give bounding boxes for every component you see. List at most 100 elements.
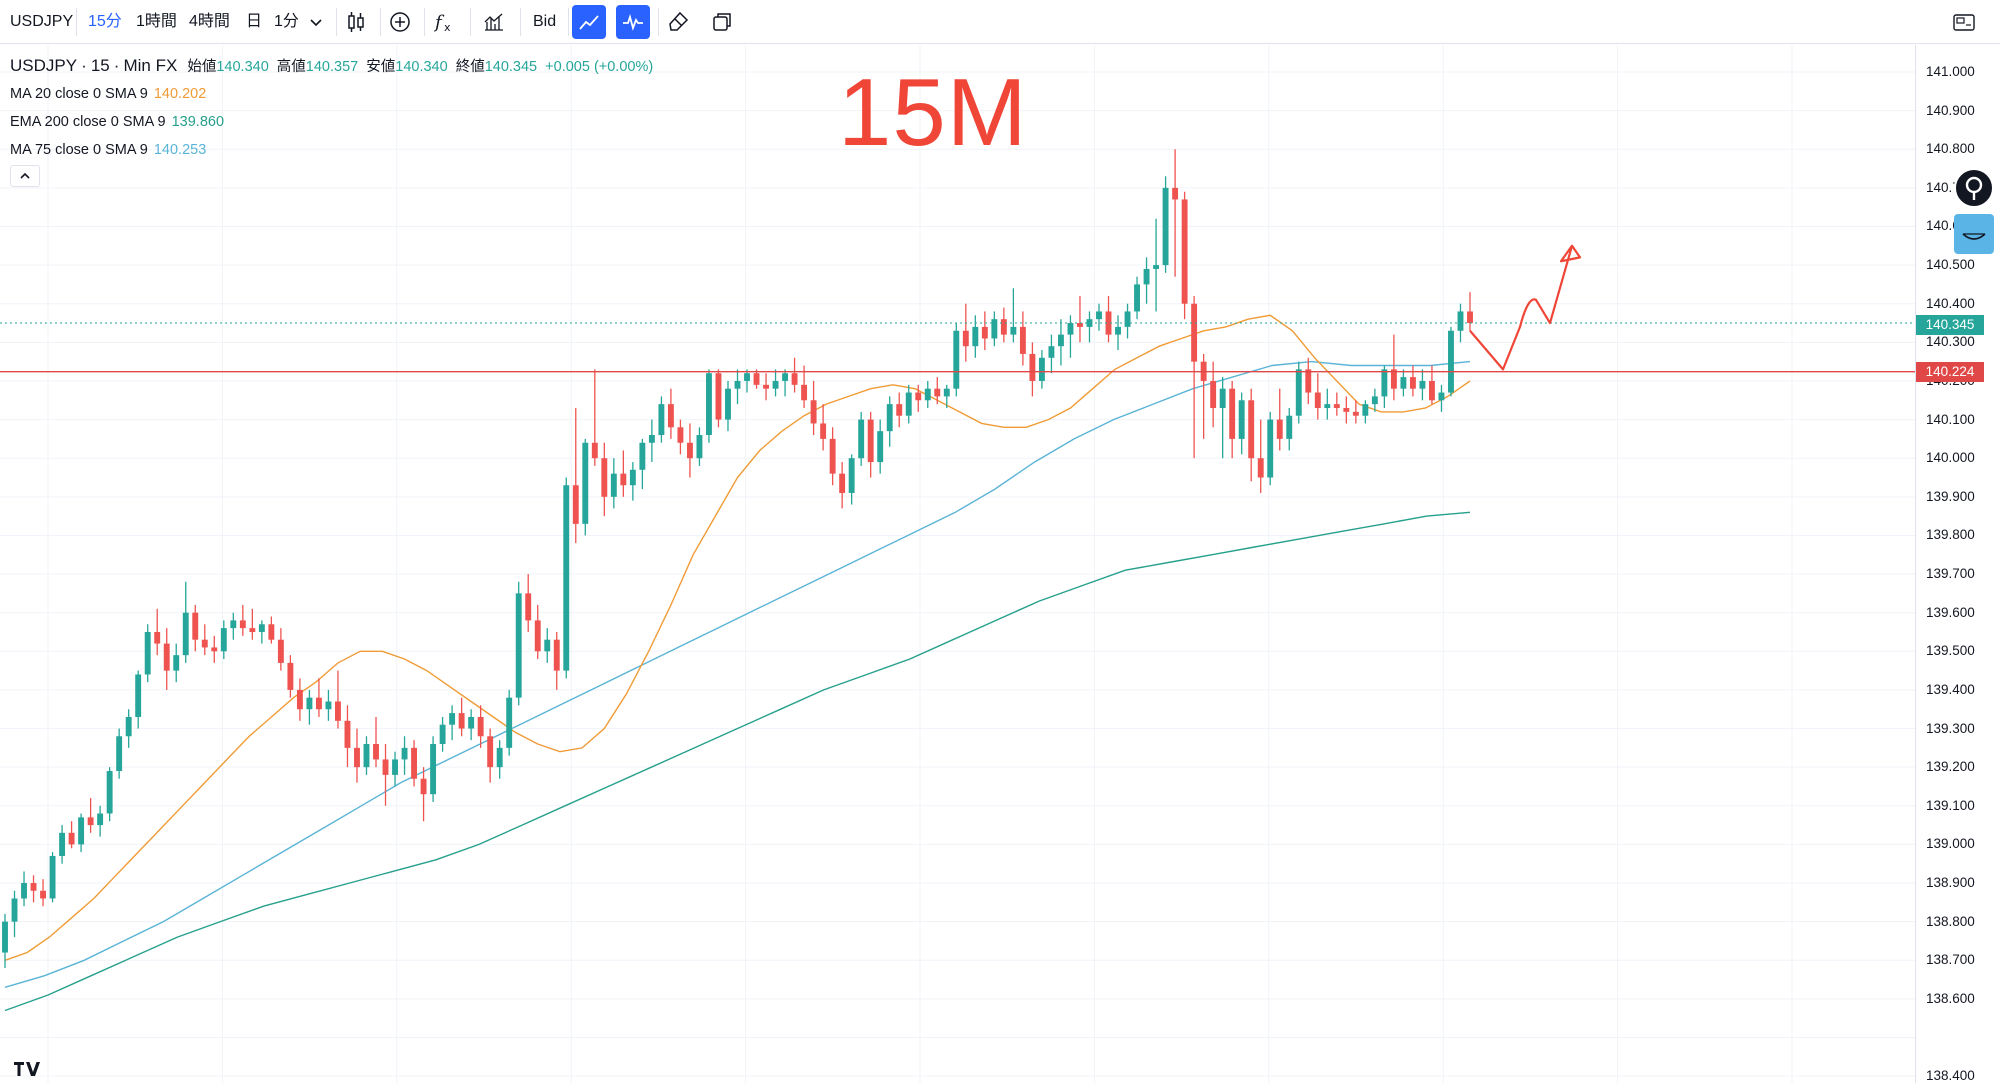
- candle-body-up: [629, 469, 636, 486]
- interval-day-button[interactable]: 日: [246, 13, 263, 30]
- price-tick-label: 138.900: [1926, 875, 1975, 891]
- candle-body-down: [753, 373, 760, 385]
- legend-timeframe: 15: [90, 56, 110, 75]
- price-tick-label: 139.000: [1926, 836, 1975, 852]
- legend-collapse-button[interactable]: [10, 165, 40, 187]
- candle-body-down: [1191, 303, 1198, 362]
- candle-style-icon[interactable]: [344, 10, 368, 34]
- legend-high-label: 高値: [276, 59, 306, 75]
- line-chart-toggle-button[interactable]: [572, 5, 606, 39]
- candle-body-down: [1029, 353, 1036, 381]
- candle-body-down: [553, 639, 560, 671]
- candle-body-down: [801, 384, 808, 401]
- interval-4h-button[interactable]: 4時間: [189, 13, 230, 30]
- candle-body-up: [1400, 377, 1407, 389]
- candle-body-up: [582, 442, 589, 524]
- candle-body-down: [154, 631, 161, 644]
- candle-body-up: [506, 697, 513, 748]
- legend-ema200[interactable]: EMA 200 close 0 SMA 9 139.860: [10, 108, 653, 136]
- candle-body-down: [934, 388, 941, 397]
- candles-group: [2, 149, 1473, 968]
- candle-body-up: [858, 419, 865, 459]
- price-tick-label: 140.800: [1926, 141, 1975, 157]
- candle-body-up: [125, 716, 132, 737]
- candle-body-down: [249, 628, 256, 632]
- candle-body-down: [1333, 404, 1340, 408]
- candle-body-up: [11, 898, 18, 922]
- legend-dot: ·: [81, 56, 87, 75]
- candle-body-up: [401, 747, 408, 760]
- candle-body-down: [1248, 400, 1255, 459]
- legend-open-label: 始値: [187, 59, 217, 75]
- price-chart[interactable]: [0, 45, 1915, 1083]
- candle-body-down: [981, 326, 988, 339]
- legend-ma20[interactable]: MA 20 close 0 SMA 9 140.202: [10, 80, 653, 108]
- price-tick-label: 139.900: [1926, 488, 1975, 504]
- tradingview-logo[interactable]: [12, 1058, 42, 1084]
- legend-ohlc: USDJPY · 15 · Min FX 始値140.340 高値140.357…: [10, 52, 653, 80]
- legend-source: Min FX: [123, 56, 178, 75]
- candle-body-up: [1162, 187, 1169, 266]
- toolbar-divider: [658, 8, 659, 36]
- trend-line-icon: [579, 15, 599, 30]
- pin-button[interactable]: [1954, 168, 1994, 208]
- candle-body-down: [839, 473, 846, 493]
- candle-body-down: [829, 438, 836, 474]
- chart-legend: USDJPY · 15 · Min FX 始値140.340 高値140.357…: [10, 52, 653, 164]
- interval-15m-button[interactable]: 15分: [88, 13, 122, 30]
- legend-symbol: USDJPY: [10, 56, 78, 75]
- chevron-down-icon[interactable]: [308, 14, 324, 30]
- candle-body-up: [1295, 369, 1302, 416]
- candle-body-down: [211, 647, 218, 652]
- candle-body-down: [201, 639, 208, 648]
- candle-body-up: [886, 404, 893, 432]
- candle-body-up: [1143, 268, 1150, 285]
- candle-body-up: [706, 373, 712, 436]
- candle-body-down: [87, 817, 94, 826]
- candle-body-down: [1390, 369, 1397, 389]
- candlestick-chart[interactable]: [0, 45, 1915, 1083]
- candle-body-down: [791, 373, 798, 385]
- compare-add-icon[interactable]: [388, 10, 412, 34]
- candle-body-down: [1314, 392, 1321, 408]
- candle-body-down: [763, 384, 769, 389]
- candle-body-down: [192, 612, 199, 640]
- candle-body-up: [648, 435, 655, 443]
- indicators-fx-icon[interactable]: f x: [432, 10, 456, 34]
- candle-body-down: [344, 720, 351, 748]
- price-tick-label: 140.900: [1926, 102, 1975, 118]
- candle-body-up: [1238, 400, 1245, 439]
- candle-body-up: [772, 380, 779, 389]
- symbol-search-button[interactable]: USDJPY: [10, 13, 74, 30]
- drawn-arrow-head: [1559, 244, 1582, 263]
- candle-body-up: [563, 485, 570, 671]
- candle-body-up: [782, 373, 789, 381]
- candle-body-up: [1371, 396, 1378, 405]
- candle-body-down: [1229, 388, 1236, 439]
- price-tick-label: 139.600: [1926, 604, 1975, 620]
- candle-body-down: [382, 759, 389, 775]
- candle-body-down: [1352, 411, 1359, 416]
- candle-body-down: [1409, 377, 1416, 389]
- legend-low-label: 安値: [366, 59, 396, 75]
- candle-body-down: [1257, 458, 1264, 478]
- candle-body-up: [392, 759, 398, 775]
- legend-ma75[interactable]: MA 75 close 0 SMA 9 140.253: [10, 136, 653, 164]
- financials-icon[interactable]: [482, 10, 506, 34]
- candle-body-up: [696, 435, 703, 459]
- price-tick-label: 139.200: [1926, 759, 1975, 775]
- candle-body-up: [1134, 284, 1140, 312]
- bid-button[interactable]: Bid: [533, 13, 557, 30]
- ma20-value: 140.202: [153, 86, 207, 102]
- brush-icon[interactable]: [666, 10, 690, 34]
- candle-body-up: [1448, 330, 1454, 393]
- candle-body-up: [97, 813, 104, 826]
- support-chat-button[interactable]: [1954, 214, 1994, 254]
- interval-1h-button[interactable]: 1時間: [136, 13, 177, 30]
- fullscreen-layout-icon[interactable]: [1952, 10, 1976, 34]
- pulse-toggle-button[interactable]: [616, 5, 650, 39]
- interval-1m-button[interactable]: 1分: [274, 13, 299, 30]
- chevron-up-icon: [20, 172, 30, 179]
- copy-layout-icon[interactable]: [710, 10, 734, 34]
- candle-body-down: [1000, 319, 1007, 335]
